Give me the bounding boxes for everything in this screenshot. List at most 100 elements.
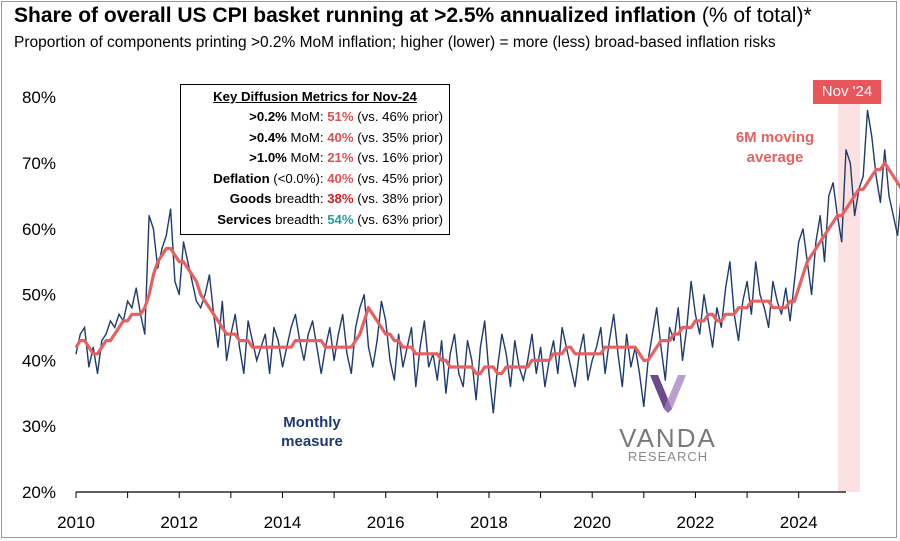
data-point-moving-average [841,215,843,217]
data-point-monthly [294,313,296,315]
data-point-moving-average [884,162,886,164]
data-point-moving-average [101,346,103,348]
data-point-monthly [656,307,658,309]
data-point-moving-average [608,346,611,348]
data-point-monthly [763,307,765,309]
data-point-moving-average [264,346,266,348]
data-point-moving-average [174,254,176,256]
data-point-monthly [535,372,537,375]
data-point-monthly [574,386,576,388]
data-point-moving-average [423,353,425,355]
data-point-moving-average [802,274,804,276]
data-point-moving-average [389,333,391,335]
data-point-moving-average [669,340,671,342]
data-point-moving-average [613,346,615,348]
data-point-monthly [195,300,197,302]
metric-label-suffix: breadth: [271,211,328,227]
data-point-monthly [879,201,882,204]
annotation-monthly-line2: measure [281,433,343,450]
data-point-moving-average [729,313,731,315]
x-axis: 2010 2012 2014 2016 2018 2020 2022 2024 [57,492,818,532]
data-point-moving-average [772,307,774,309]
data-point-monthly [484,320,486,322]
y-tick-label: 50% [22,286,56,305]
data-point-moving-average [96,353,99,355]
data-point-monthly [363,294,365,296]
data-point-moving-average [441,359,443,361]
data-point-moving-average [712,313,714,315]
data-point-moving-average [290,346,292,348]
data-point-monthly [475,399,477,401]
data-point-moving-average [768,300,770,302]
data-point-monthly [385,320,387,322]
data-point-monthly [651,333,654,335]
x-tick-label: 2016 [367,513,405,532]
data-point-moving-average [789,300,791,302]
data-point-moving-average [488,366,490,368]
logo-name: VANDA [619,423,717,453]
data-point-moving-average [664,340,666,342]
data-point-monthly [200,307,202,309]
data-point-moving-average [165,247,167,250]
data-point-moving-average [312,340,314,342]
data-point-monthly [712,346,714,348]
data-point-monthly [866,109,869,111]
data-point-monthly [415,386,417,388]
data-point-moving-average [281,346,284,348]
data-point-moving-average [316,340,318,342]
data-point-monthly [333,359,335,361]
data-point-monthly [505,353,507,355]
data-point-moving-average [866,182,869,184]
data-point-moving-average [785,307,787,309]
data-point-moving-average [699,320,701,322]
logo-tagline: RESEARCH [627,449,709,464]
data-point-moving-average [217,320,219,322]
data-point-moving-average [432,353,434,355]
data-point-moving-average [626,346,628,348]
data-point-moving-average [634,346,636,348]
data-point-monthly [544,386,546,388]
data-point-monthly [398,333,400,335]
metric-label-suffix: MoM: [286,109,328,124]
data-point-monthly [247,320,249,322]
metric-prior: (vs. 63% prior) [353,211,443,227]
data-point-moving-average [466,366,469,368]
data-point-moving-average [565,346,568,348]
data-point-moving-average [647,359,649,361]
data-point-moving-average [497,372,499,375]
data-point-moving-average [342,346,344,348]
metric-row: >0.4% MoM: 40% (vs. 35% prior) [181,128,449,149]
data-point-monthly [638,372,641,375]
metric-row: >0.2% MoM: 51% (vs. 46% prior) [181,107,449,128]
data-point-moving-average [725,313,727,315]
data-point-monthly [849,162,851,164]
data-point-monthly [471,359,473,361]
data-point-monthly [699,333,701,335]
data-point-monthly [187,261,189,263]
data-point-monthly [458,372,460,375]
data-point-monthly [346,353,348,355]
data-point-moving-average [479,372,481,375]
data-point-moving-average [806,261,808,263]
data-point-moving-average [832,221,834,223]
data-point-moving-average [492,366,494,368]
data-point-monthly [316,346,318,348]
data-point-monthly [854,215,856,217]
data-point-monthly [462,386,464,388]
data-point-monthly [303,359,305,361]
data-point-moving-average [187,267,189,269]
chart-title-unit: (% of total)* [696,4,812,27]
data-point-moving-average [329,346,331,348]
data-point-monthly [729,261,731,263]
data-point-moving-average [294,340,296,342]
data-point-moving-average [604,346,606,348]
data-point-moving-average [449,366,451,368]
metric-label-suffix: breadth: [271,191,328,206]
data-point-monthly [552,340,555,342]
data-point-moving-average [750,300,753,302]
data-point-moving-average [888,168,890,171]
data-point-monthly [251,340,253,342]
data-point-moving-average [372,313,374,315]
data-point-moving-average [346,346,348,348]
